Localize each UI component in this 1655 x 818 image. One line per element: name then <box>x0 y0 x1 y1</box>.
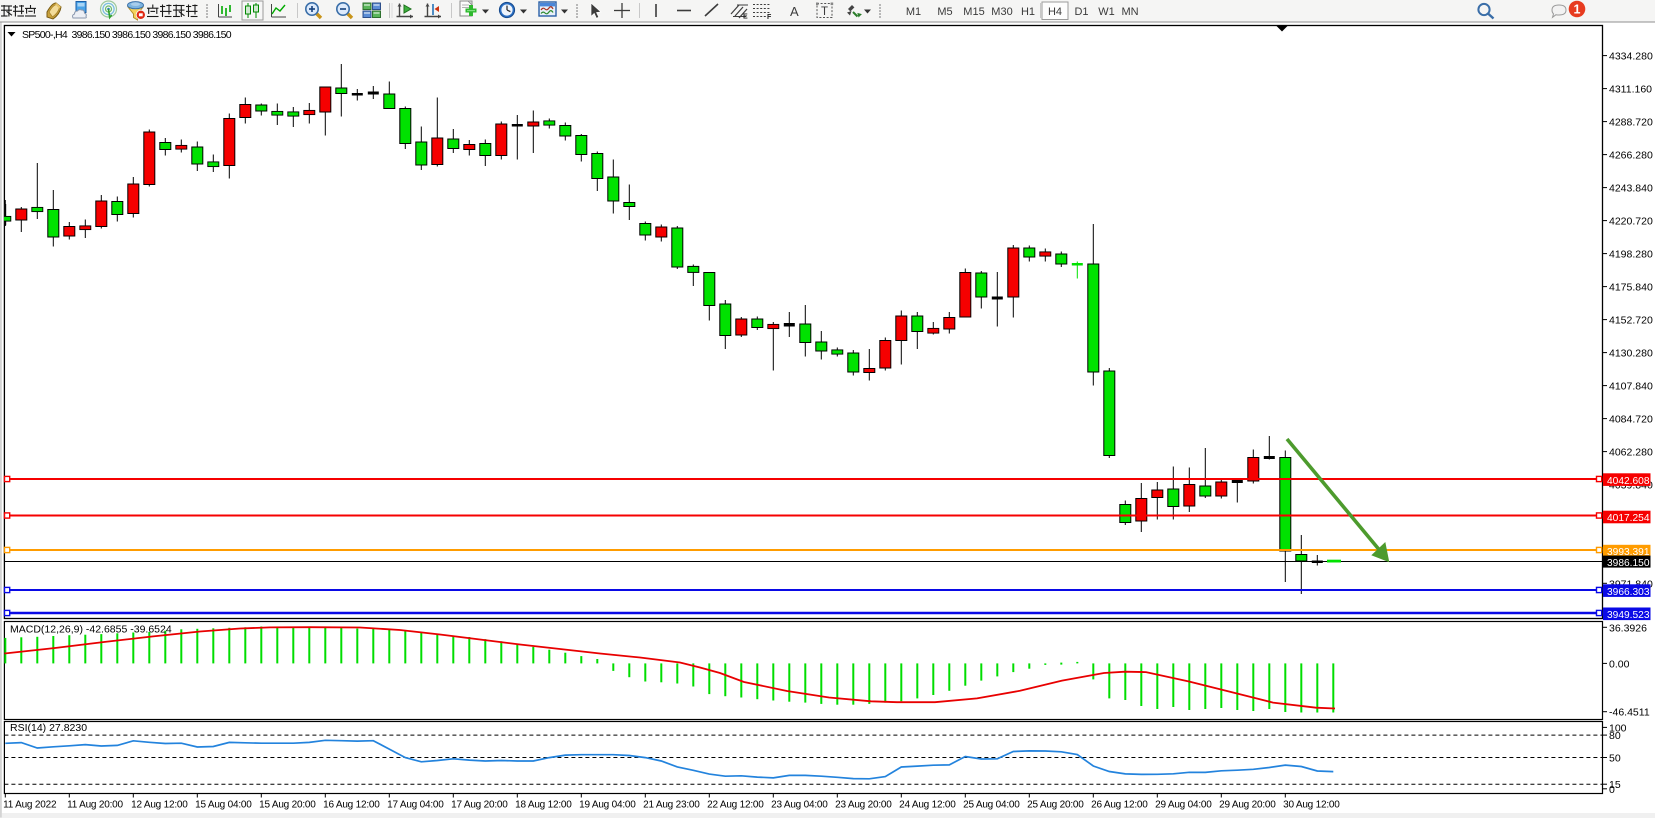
svg-text:0.00: 0.00 <box>1609 658 1630 670</box>
svg-text:29 Aug 20:00: 29 Aug 20:00 <box>1219 800 1276 811</box>
svg-text:16 Aug 12:00: 16 Aug 12:00 <box>323 800 380 811</box>
svg-text:H4: H4 <box>1048 6 1062 18</box>
svg-text:RSI(14) 27.8230: RSI(14) 27.8230 <box>10 722 87 734</box>
svg-text:SP500-,H4 3986.150 3986.150 3: SP500-,H4 3986.150 3986.150 3986.150 398… <box>22 29 232 41</box>
svg-text:29 Aug 04:00: 29 Aug 04:00 <box>1155 800 1212 811</box>
svg-text:1: 1 <box>1574 3 1581 17</box>
svg-text:H1: H1 <box>1021 6 1035 18</box>
svg-text:15 Aug 20:00: 15 Aug 20:00 <box>259 800 316 811</box>
svg-text:17 Aug 04:00: 17 Aug 04:00 <box>387 800 444 811</box>
svg-text:0: 0 <box>1609 784 1615 796</box>
svg-text:3966.303: 3966.303 <box>1607 587 1650 598</box>
svg-text:3986.150: 3986.150 <box>1607 558 1650 569</box>
svg-text:D1: D1 <box>1074 6 1088 18</box>
svg-text:15: 15 <box>1609 779 1621 791</box>
svg-text:3993.391: 3993.391 <box>1607 547 1650 558</box>
svg-text:15 Aug 04:00: 15 Aug 04:00 <box>195 800 252 811</box>
svg-text:4243.840: 4243.840 <box>1609 183 1653 195</box>
svg-text:4130.280: 4130.280 <box>1609 348 1653 360</box>
svg-text:W1: W1 <box>1098 6 1115 18</box>
svg-text:MACD(12,26,9) -42.6855 -39.652: MACD(12,26,9) -42.6855 -39.6524 <box>10 624 172 636</box>
svg-text:26 Aug 12:00: 26 Aug 12:00 <box>1091 800 1148 811</box>
svg-text:25 Aug 20:00: 25 Aug 20:00 <box>1027 800 1084 811</box>
svg-text:23 Aug 20:00: 23 Aug 20:00 <box>835 800 892 811</box>
svg-text:4198.280: 4198.280 <box>1609 249 1653 261</box>
svg-text:T: T <box>821 6 828 18</box>
svg-text:4107.840: 4107.840 <box>1609 381 1653 393</box>
svg-text:23 Aug 04:00: 23 Aug 04:00 <box>771 800 828 811</box>
svg-text:80: 80 <box>1609 730 1621 742</box>
svg-text:18 Aug 12:00: 18 Aug 12:00 <box>515 800 572 811</box>
svg-text:F: F <box>767 14 772 21</box>
svg-text:4062.280: 4062.280 <box>1609 447 1653 459</box>
svg-text:M15: M15 <box>963 6 984 18</box>
svg-text:4017.254: 4017.254 <box>1607 513 1650 524</box>
svg-text:4311.160: 4311.160 <box>1609 84 1652 96</box>
svg-text:4084.720: 4084.720 <box>1609 414 1653 426</box>
svg-text:-46.4511: -46.4511 <box>1609 707 1650 719</box>
svg-text:4152.720: 4152.720 <box>1609 315 1653 327</box>
svg-text:11 Aug 20:00: 11 Aug 20:00 <box>67 800 123 811</box>
svg-text:50: 50 <box>1609 753 1621 765</box>
svg-text:M5: M5 <box>937 6 952 18</box>
svg-text:E: E <box>743 14 748 21</box>
svg-text:M1: M1 <box>906 6 921 18</box>
svg-text:19 Aug 04:00: 19 Aug 04:00 <box>579 800 636 811</box>
svg-text:3949.523: 3949.523 <box>1607 610 1650 621</box>
svg-text:22 Aug 12:00: 22 Aug 12:00 <box>707 800 764 811</box>
svg-text:4288.720: 4288.720 <box>1609 117 1653 129</box>
svg-text:12 Aug 12:00: 12 Aug 12:00 <box>131 800 188 811</box>
svg-text:24 Aug 12:00: 24 Aug 12:00 <box>899 800 956 811</box>
svg-text:MN: MN <box>1121 6 1138 18</box>
svg-text:36.3926: 36.3926 <box>1609 622 1647 634</box>
svg-text:A: A <box>790 4 799 19</box>
svg-text:100: 100 <box>1609 722 1627 734</box>
svg-text:M30: M30 <box>991 6 1012 18</box>
svg-text:21 Aug 23:00: 21 Aug 23:00 <box>643 800 700 811</box>
svg-text:4334.280: 4334.280 <box>1609 51 1653 63</box>
svg-text:4042.608: 4042.608 <box>1607 476 1650 487</box>
svg-text:11 Aug 2022: 11 Aug 2022 <box>3 800 57 811</box>
svg-text:4220.720: 4220.720 <box>1609 216 1653 228</box>
svg-text:17 Aug 20:00: 17 Aug 20:00 <box>451 800 508 811</box>
svg-text:4266.280: 4266.280 <box>1609 150 1653 162</box>
svg-text:4175.840: 4175.840 <box>1609 282 1653 294</box>
svg-text:25 Aug 04:00: 25 Aug 04:00 <box>963 800 1020 811</box>
svg-text:30 Aug 12:00: 30 Aug 12:00 <box>1283 800 1340 811</box>
